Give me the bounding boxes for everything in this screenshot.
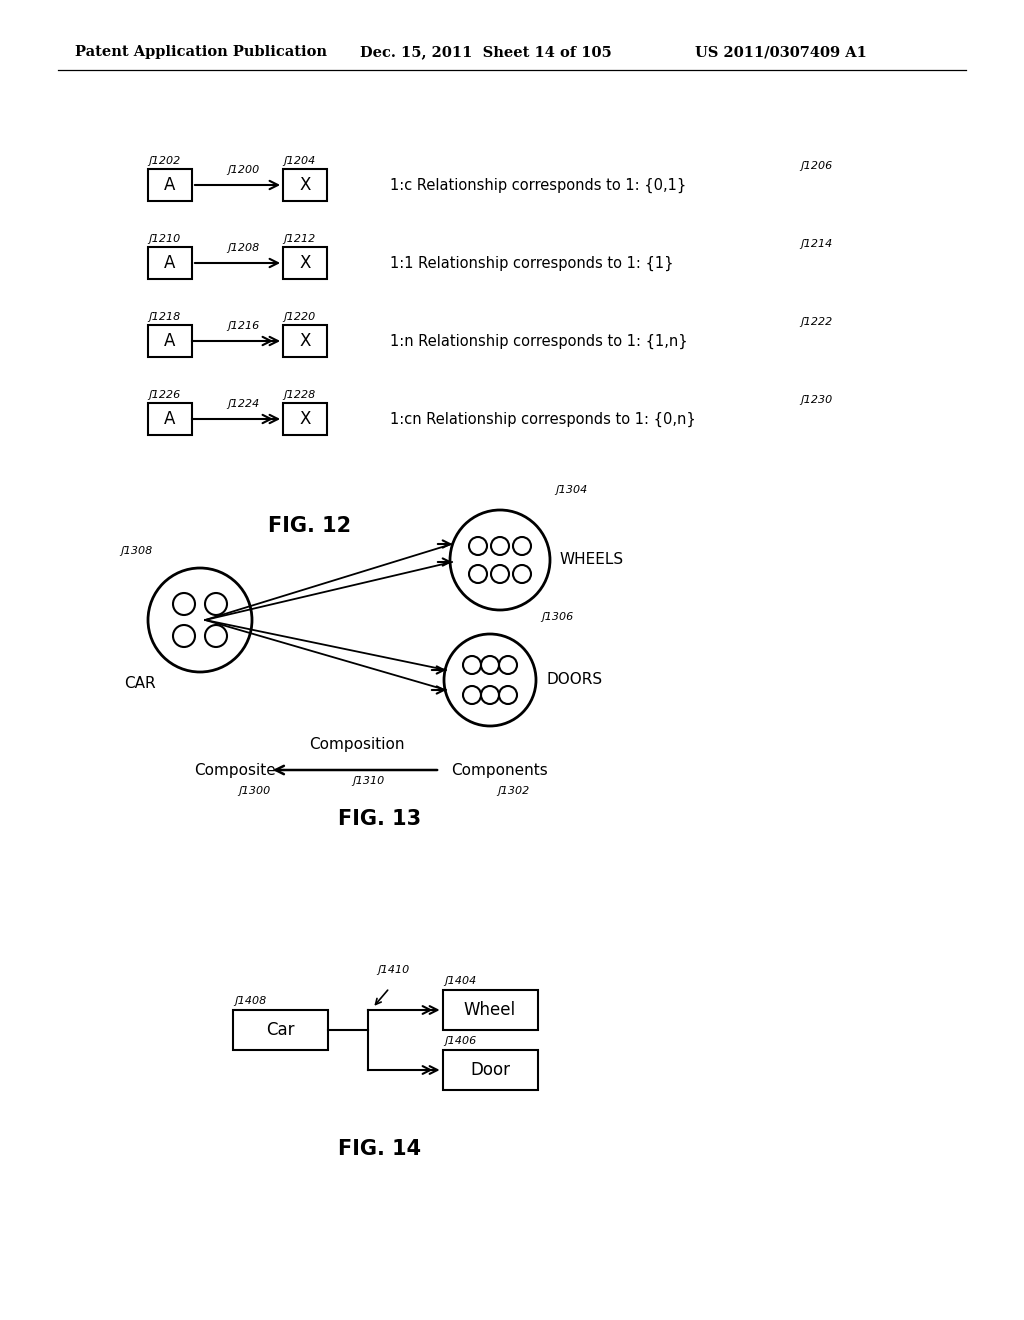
Text: 1:n Relationship corresponds to 1: {1,n}: 1:n Relationship corresponds to 1: {1,n} — [390, 334, 688, 348]
Text: Wheel: Wheel — [464, 1001, 516, 1019]
Text: A: A — [164, 411, 176, 428]
Text: ʃ1216: ʃ1216 — [227, 321, 260, 331]
Text: X: X — [299, 411, 310, 428]
Text: A: A — [164, 176, 176, 194]
Text: ʃ1408: ʃ1408 — [234, 997, 266, 1006]
Text: FIG. 14: FIG. 14 — [339, 1139, 422, 1159]
Bar — [148, 247, 193, 279]
Text: ʃ1406: ʃ1406 — [444, 1036, 477, 1045]
Text: ʃ1202: ʃ1202 — [148, 156, 180, 166]
Bar — [283, 325, 327, 356]
Text: ʃ1228: ʃ1228 — [283, 389, 315, 400]
Text: US 2011/0307409 A1: US 2011/0307409 A1 — [695, 45, 867, 59]
Text: X: X — [299, 253, 310, 272]
Text: Dec. 15, 2011  Sheet 14 of 105: Dec. 15, 2011 Sheet 14 of 105 — [360, 45, 611, 59]
Text: ʃ1226: ʃ1226 — [148, 389, 180, 400]
Bar — [283, 247, 327, 279]
Text: ʃ1300: ʃ1300 — [238, 785, 270, 796]
Bar — [148, 403, 193, 436]
Text: FIG. 12: FIG. 12 — [268, 516, 351, 536]
Bar — [283, 169, 327, 201]
Text: ʃ1222: ʃ1222 — [800, 317, 833, 327]
Text: Car: Car — [266, 1020, 294, 1039]
Text: ʃ1210: ʃ1210 — [148, 234, 180, 244]
Text: FIG. 13: FIG. 13 — [339, 809, 422, 829]
Text: DOORS: DOORS — [546, 672, 602, 688]
Text: Composite: Composite — [195, 763, 275, 777]
Text: ʃ1212: ʃ1212 — [283, 234, 315, 244]
Text: ʃ1208: ʃ1208 — [227, 243, 260, 253]
Text: Composition: Composition — [309, 737, 404, 752]
Bar — [148, 169, 193, 201]
Bar — [442, 990, 538, 1030]
Text: ʃ1224: ʃ1224 — [227, 399, 260, 409]
Text: X: X — [299, 176, 310, 194]
Bar — [148, 325, 193, 356]
Text: Door: Door — [470, 1061, 510, 1078]
Text: ʃ1200: ʃ1200 — [227, 165, 260, 176]
Text: ʃ1230: ʃ1230 — [800, 395, 833, 405]
Text: ʃ1220: ʃ1220 — [283, 312, 315, 322]
Text: ʃ1302: ʃ1302 — [497, 785, 529, 796]
Text: 1:cn Relationship corresponds to 1: {0,n}: 1:cn Relationship corresponds to 1: {0,n… — [390, 412, 695, 426]
Text: A: A — [164, 333, 176, 350]
Text: ʃ1214: ʃ1214 — [800, 239, 833, 249]
Text: ʃ1206: ʃ1206 — [800, 161, 833, 172]
Bar — [283, 403, 327, 436]
Text: Components: Components — [452, 763, 549, 777]
Text: ʃ1308: ʃ1308 — [120, 546, 153, 556]
Text: ʃ1304: ʃ1304 — [555, 484, 587, 495]
Text: ʃ1218: ʃ1218 — [148, 312, 180, 322]
Text: ʃ1306: ʃ1306 — [541, 612, 573, 622]
Bar — [232, 1010, 328, 1049]
Text: WHEELS: WHEELS — [560, 553, 624, 568]
Text: 1:1 Relationship corresponds to 1: {1}: 1:1 Relationship corresponds to 1: {1} — [390, 255, 674, 271]
Text: ʃ1404: ʃ1404 — [444, 975, 477, 986]
Text: A: A — [164, 253, 176, 272]
Text: ʃ1310: ʃ1310 — [352, 776, 384, 785]
Bar — [442, 1049, 538, 1090]
Text: Patent Application Publication: Patent Application Publication — [75, 45, 327, 59]
Text: CAR: CAR — [124, 676, 156, 690]
Text: ʃ1410: ʃ1410 — [378, 965, 410, 975]
Text: 1:c Relationship corresponds to 1: {0,1}: 1:c Relationship corresponds to 1: {0,1} — [390, 177, 686, 193]
Text: X: X — [299, 333, 310, 350]
Text: ʃ1204: ʃ1204 — [283, 156, 315, 166]
